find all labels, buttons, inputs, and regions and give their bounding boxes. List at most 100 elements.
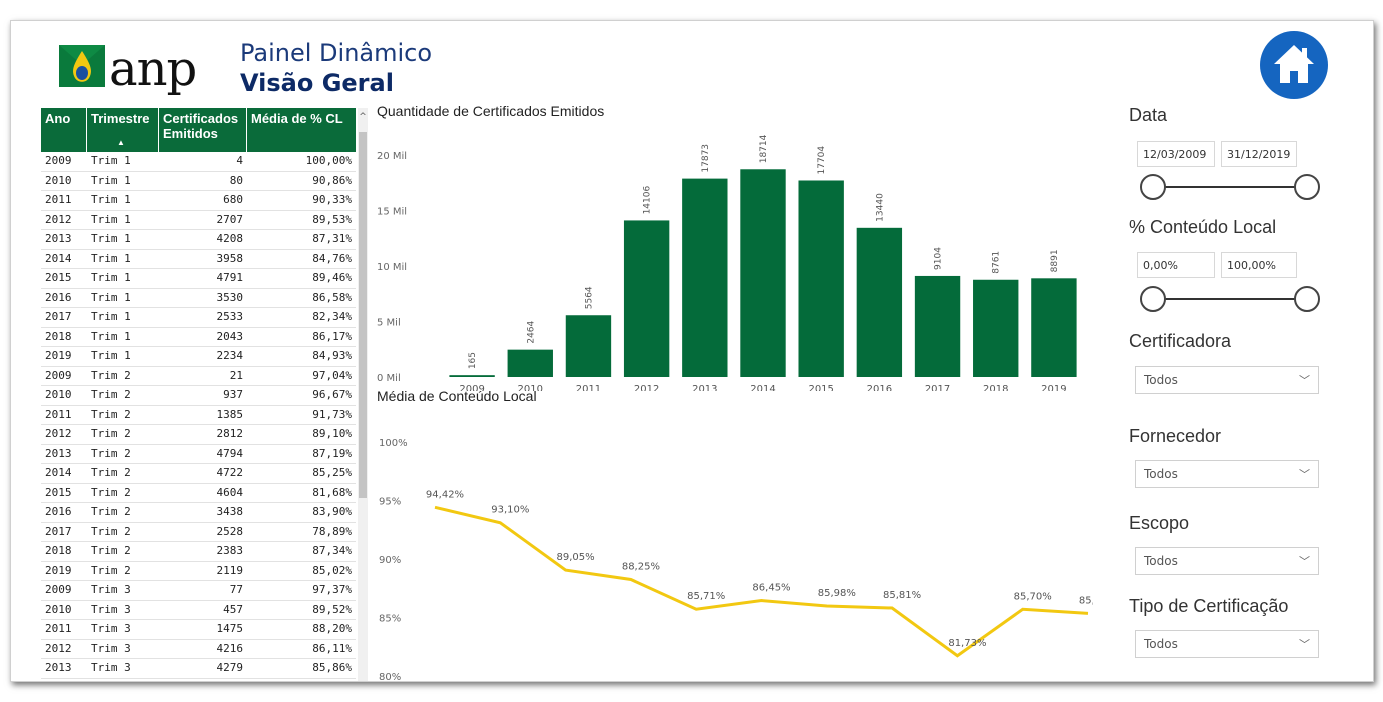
table-row[interactable]: 2012 Trim 2 2812 89,10% bbox=[41, 425, 356, 445]
cell-media: 97,04% bbox=[312, 368, 352, 382]
cell-trimestre: Trim 3 bbox=[91, 641, 131, 655]
data-label: 85,70% bbox=[1014, 591, 1052, 602]
table-row[interactable]: 2019 Trim 2 2119 85,02% bbox=[41, 562, 356, 581]
cell-certificados: 2533 bbox=[216, 310, 244, 323]
table-row[interactable]: 2010 Trim 3 457 89,52% bbox=[41, 601, 356, 620]
table-row[interactable]: 2009 Trim 1 4 100,00% bbox=[41, 152, 356, 172]
y-tick-label: 85% bbox=[379, 614, 401, 625]
data-label: 17873 bbox=[701, 144, 711, 173]
table-row[interactable]: 2012 Trim 3 4216 86,11% bbox=[41, 640, 356, 659]
certificadora-dropdown[interactable]: Todos ﹀ bbox=[1135, 366, 1319, 394]
table-row[interactable]: 2012 Trim 1 2707 89,53% bbox=[41, 211, 356, 230]
data-label: 85,71% bbox=[687, 591, 725, 602]
cell-media: 82,34% bbox=[312, 310, 352, 323]
line-series bbox=[434, 505, 1089, 658]
date-range-slider[interactable] bbox=[1139, 172, 1329, 202]
col-header-trimestre-label: Trimestre bbox=[91, 111, 150, 126]
cell-media: 97,37% bbox=[312, 583, 352, 596]
date-to-input[interactable]: 31/12/2019 bbox=[1221, 141, 1297, 167]
conteudo-from-input[interactable]: 0,00% bbox=[1137, 252, 1215, 278]
col-header-media[interactable]: Média de % CL bbox=[251, 111, 343, 126]
anp-drop-icon bbox=[59, 45, 105, 87]
x-tick-label: 2009 bbox=[459, 384, 484, 391]
cell-trimestre: Trim 2 bbox=[91, 485, 131, 499]
table-row[interactable]: 2011 Trim 1 680 90,33% bbox=[41, 191, 356, 211]
table-row[interactable]: 2018 Trim 1 2043 86,17% bbox=[41, 328, 356, 347]
table-row[interactable]: 2016 Trim 1 3530 86,58% bbox=[41, 289, 356, 308]
conteudo-slider-min-handle[interactable] bbox=[1140, 286, 1166, 312]
tipo-dropdown[interactable]: Todos ﹀ bbox=[1135, 630, 1319, 658]
cell-certificados: 2119 bbox=[216, 563, 244, 577]
table-row[interactable]: 2009 Trim 3 77 97,37% bbox=[41, 581, 356, 601]
table-row[interactable]: 2010 Trim 1 80 90,86% bbox=[41, 172, 356, 191]
table-row[interactable]: 2015 Trim 1 4791 89,46% bbox=[41, 269, 356, 289]
cell-ano: 2009 bbox=[45, 368, 72, 382]
table-row[interactable]: 2017 Trim 1 2533 82,34% bbox=[41, 308, 356, 328]
table-row[interactable]: 2013 Trim 1 4208 87,31% bbox=[41, 230, 356, 250]
scrollbar-thumb[interactable] bbox=[359, 132, 367, 498]
data-label: 81,73% bbox=[948, 638, 986, 649]
cell-media: 87,31% bbox=[312, 232, 352, 245]
cell-certificados: 4279 bbox=[216, 661, 244, 674]
col-header-trimestre[interactable]: Trimestre ▲ bbox=[87, 108, 159, 152]
table-row[interactable]: 2009 Trim 2 21 97,04% bbox=[41, 367, 356, 386]
filter-certificadora-label: Certificadora bbox=[1129, 331, 1232, 351]
cell-media: 84,93% bbox=[312, 349, 352, 362]
table-scrollbar[interactable]: ^ bbox=[358, 108, 368, 681]
fornecedor-dropdown[interactable]: Todos ﹀ bbox=[1135, 460, 1319, 488]
table-row[interactable]: 2017 Trim 2 2528 78,89% bbox=[41, 523, 356, 542]
cell-certificados: 1385 bbox=[216, 407, 244, 421]
data-label: 8891 bbox=[1050, 249, 1060, 272]
chevron-down-icon: ﹀ bbox=[1299, 468, 1310, 481]
filter-escopo-label: Escopo bbox=[1129, 513, 1190, 533]
y-tick-label: 80% bbox=[379, 672, 401, 681]
table-row[interactable]: 2019 Trim 1 2234 84,93% bbox=[41, 347, 356, 367]
cell-certificados: 4208 bbox=[216, 232, 244, 245]
filter-data-label: Data bbox=[1129, 105, 1168, 125]
cell-certificados: 4722 bbox=[216, 466, 244, 479]
table-row[interactable]: 2013 Trim 2 4794 87,19% bbox=[41, 445, 356, 464]
col-header-ano[interactable]: Ano bbox=[41, 108, 87, 152]
cell-ano: 2011 bbox=[45, 622, 72, 635]
bar bbox=[623, 220, 670, 377]
cell-ano: 2009 bbox=[45, 583, 72, 596]
y-tick-label: 90% bbox=[379, 555, 401, 566]
cell-media: 86,51% bbox=[247, 679, 356, 682]
data-label: 85,81% bbox=[883, 590, 921, 601]
table-row[interactable]: 2016 Trim 2 3438 83,90% bbox=[41, 503, 356, 523]
y-tick-label: 5 Mil bbox=[377, 318, 401, 329]
table-row[interactable]: 2015 Trim 2 4604 81,68% bbox=[41, 484, 356, 503]
date-slider-max-handle[interactable] bbox=[1294, 174, 1320, 200]
col-header-certificados[interactable]: Certificados Emitidos bbox=[159, 108, 247, 152]
cell-trimestre: Trim 1 bbox=[91, 271, 131, 284]
table-row[interactable]: 2014 Trim 2 4722 85,25% bbox=[41, 464, 356, 484]
home-button[interactable] bbox=[1260, 31, 1328, 99]
cell-media: 86,11% bbox=[312, 641, 352, 655]
table-row[interactable]: 2011 Trim 2 1385 91,73% bbox=[41, 406, 356, 425]
scroll-up-icon[interactable]: ^ bbox=[359, 112, 367, 122]
logo-text: anp bbox=[109, 41, 197, 97]
cell-media: 89,46% bbox=[312, 271, 352, 284]
table-row[interactable]: 2011 Trim 3 1475 88,20% bbox=[41, 620, 356, 640]
cell-trimestre: Trim 2 bbox=[91, 446, 131, 460]
chevron-down-icon: ﹀ bbox=[1299, 638, 1310, 651]
dashboard-card: anp Painel Dinâmico Visão Geral Ano Trim… bbox=[10, 20, 1374, 682]
date-from-input[interactable]: 12/03/2009 bbox=[1137, 141, 1215, 167]
bar bbox=[449, 375, 495, 377]
x-tick-label: 2013 bbox=[692, 384, 717, 391]
cell-ano: 2018 bbox=[45, 329, 72, 343]
conteudo-to-input[interactable]: 100,00% bbox=[1221, 252, 1297, 278]
table-row[interactable]: 2018 Trim 2 2383 87,34% bbox=[41, 542, 356, 562]
conteudo-range-slider[interactable] bbox=[1139, 284, 1329, 314]
cell-certificados: 21 bbox=[229, 368, 243, 382]
conteudo-slider-max-handle[interactable] bbox=[1294, 286, 1320, 312]
table-row[interactable]: 2014 Trim 1 3958 84,76% bbox=[41, 250, 356, 269]
chevron-down-icon: ﹀ bbox=[1299, 555, 1310, 568]
table-row[interactable]: 2010 Trim 2 937 96,67% bbox=[41, 386, 356, 406]
escopo-dropdown[interactable]: Todos ﹀ bbox=[1135, 547, 1319, 575]
cell-certificados: 1475 bbox=[216, 622, 244, 635]
page-title: Painel Dinâmico bbox=[240, 39, 433, 67]
date-slider-min-handle[interactable] bbox=[1140, 174, 1166, 200]
table-row[interactable]: 2013 Trim 3 4279 85,86% bbox=[41, 659, 356, 679]
